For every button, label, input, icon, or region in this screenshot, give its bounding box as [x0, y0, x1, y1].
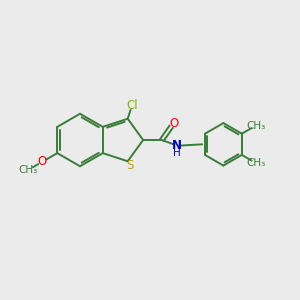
Text: O: O	[170, 116, 179, 130]
Text: CH₃: CH₃	[246, 158, 266, 168]
Text: N: N	[172, 139, 182, 152]
Text: CH₃: CH₃	[18, 165, 38, 175]
Text: S: S	[126, 160, 134, 172]
Text: CH₃: CH₃	[246, 121, 266, 130]
Text: Cl: Cl	[126, 99, 138, 112]
Text: O: O	[38, 155, 47, 168]
Text: H: H	[173, 148, 181, 158]
